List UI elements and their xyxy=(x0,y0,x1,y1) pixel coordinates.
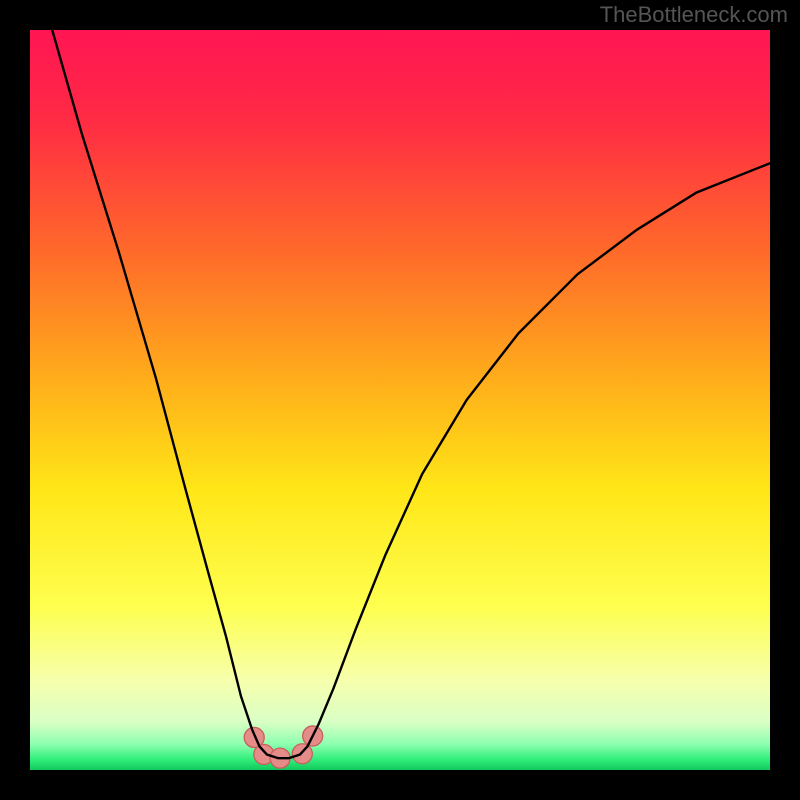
chart-root: TheBottleneck.com xyxy=(0,0,800,800)
chart-svg: TheBottleneck.com xyxy=(0,0,800,800)
plot-gradient-background xyxy=(30,30,770,770)
source-watermark: TheBottleneck.com xyxy=(600,2,788,27)
